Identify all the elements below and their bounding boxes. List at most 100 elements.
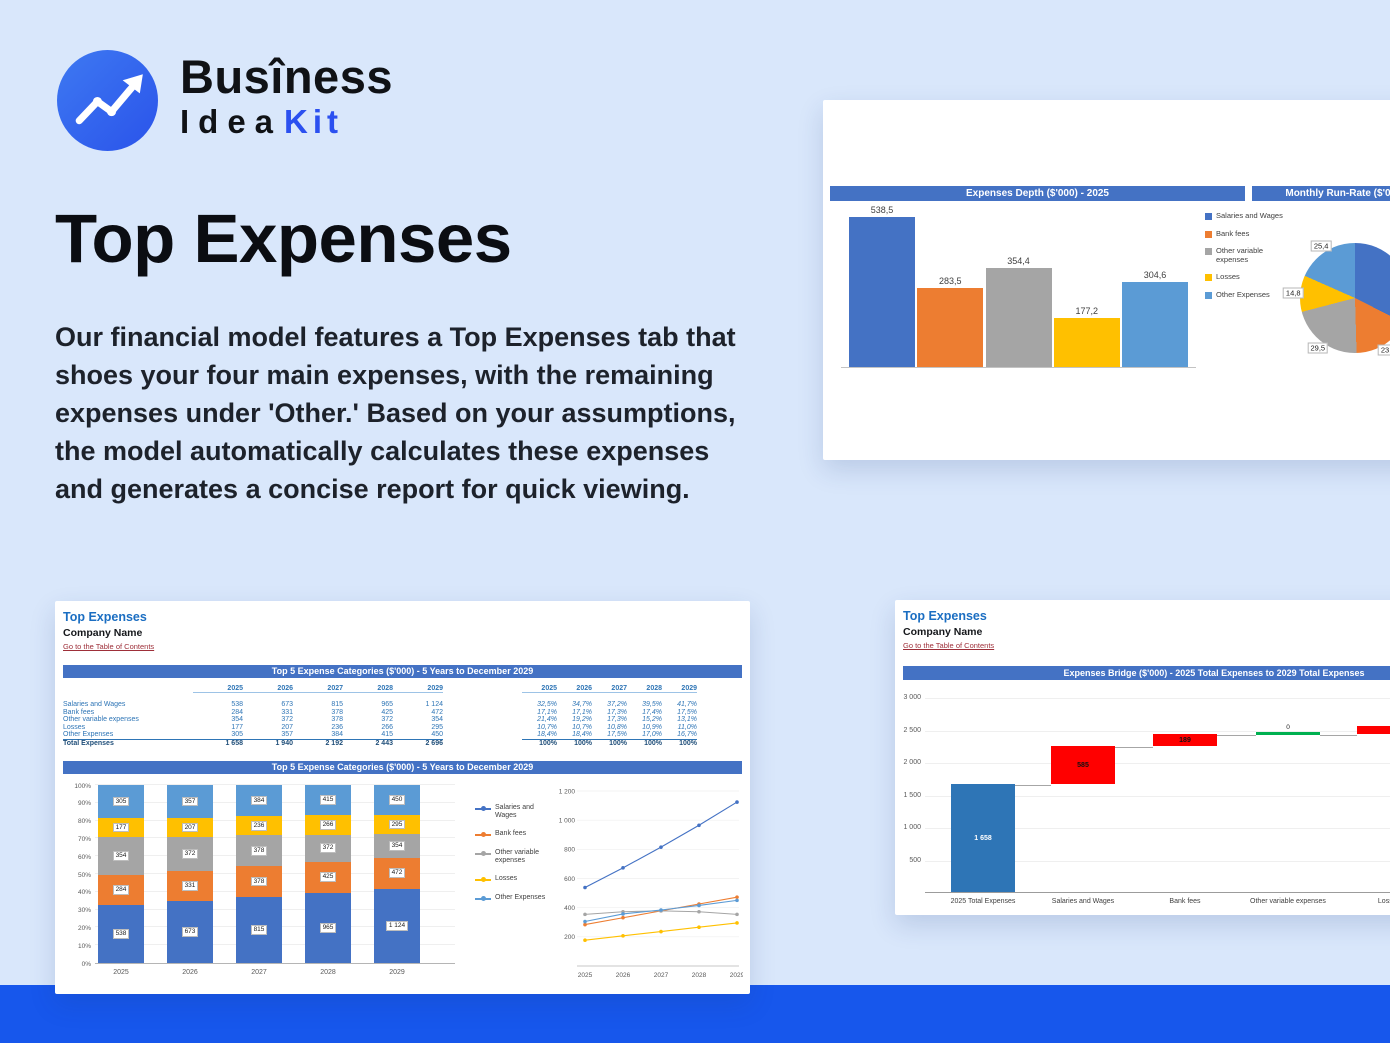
- y-axis-label: 400: [564, 905, 575, 912]
- bar-segment: 357: [167, 785, 213, 818]
- legend-item: Other Expenses: [1205, 290, 1293, 300]
- y-axis-label: 500: [909, 856, 921, 864]
- x-axis-label: Other variable expenses: [1250, 898, 1326, 905]
- table-of-contents-link[interactable]: Go to the Table of Contents: [63, 642, 155, 651]
- bar: [1122, 282, 1188, 367]
- data-point: [735, 800, 739, 804]
- line-chart: 200 400 600 800 1 000 1 200 2025 2026 2027 2028 20…: [559, 788, 743, 979]
- bar-segment: 815: [236, 896, 282, 963]
- segment-value-label: 207: [181, 822, 199, 833]
- data-point: [735, 912, 739, 917]
- cell-percent: 17,5%: [607, 731, 627, 739]
- legend-swatch-icon: [1205, 291, 1212, 299]
- legend-item: Losses: [1205, 272, 1293, 282]
- row-label: Total Expenses: [63, 739, 193, 747]
- segment-value-label: 305: [112, 796, 130, 807]
- y-axis-label: 100%: [74, 782, 91, 790]
- segment-value-label: 378: [250, 846, 268, 856]
- connector-line: [1217, 734, 1256, 736]
- y-axis-label: 600: [564, 876, 575, 883]
- bar-segment: 305: [98, 785, 144, 818]
- logo-badge: [57, 50, 158, 151]
- cell-percent: 10,8%: [607, 723, 627, 731]
- legend-label: Losses: [495, 875, 518, 882]
- chart-headers-row: Expenses Depth ($'000) - 2025 Monthly Ru…: [830, 186, 1390, 201]
- data-point: [621, 912, 625, 916]
- data-point: [659, 908, 663, 912]
- stacked-bar: 815 378 378 236 384: [236, 785, 282, 963]
- cell-percent: 17,3%: [607, 716, 627, 724]
- y-axis-label: 1 200: [559, 788, 576, 795]
- cell-percent: 17,3%: [607, 708, 627, 716]
- cell-value: 384: [331, 731, 343, 739]
- bridge-bar: [1256, 732, 1320, 735]
- cell-value: 2029: [393, 685, 443, 694]
- bar-segment: 472: [374, 857, 420, 889]
- company-name: Company Name: [903, 626, 983, 638]
- data-point: [583, 885, 587, 890]
- stacked-bar: 965 425 372 266 415: [305, 785, 351, 963]
- table-year-header: 2025 2026 2027 2028 2029 2025 2026 2027 2028 2029: [63, 685, 742, 694]
- table-of-contents-link[interactable]: Go to the Table of Contents: [903, 641, 995, 650]
- y-axis-label: 1 000: [559, 817, 576, 824]
- cell-value: 673: [281, 701, 293, 709]
- cell-percent: 10,7%: [572, 723, 592, 731]
- stacked-bar: 538 284 354 177 305: [98, 785, 144, 963]
- cell-value: 2028: [343, 685, 393, 694]
- legend-label: Losses: [1216, 272, 1240, 281]
- bar-group: 538,5: [849, 205, 915, 367]
- y-axis-label: 20%: [77, 924, 91, 932]
- cell-percent: 2026: [557, 685, 592, 694]
- connector-line: [1320, 734, 1357, 736]
- y-axis-label: 70%: [77, 835, 91, 843]
- y-axis-label: 30%: [77, 907, 91, 915]
- zero-value-label: 0: [1286, 723, 1290, 731]
- cell-value: 284: [231, 708, 243, 716]
- legend-item: Salaries and Wages: [475, 804, 553, 820]
- cell-value: 331: [281, 708, 293, 716]
- series-legend: Salaries and Wages Bank fees Other variabl…: [475, 804, 553, 913]
- bar-segment: 266: [305, 815, 351, 835]
- y-axis-label: 10%: [77, 942, 91, 950]
- line-marker-icon: [475, 831, 491, 839]
- cell-percent: 100%: [522, 739, 557, 747]
- sheet-title: Top Expenses: [903, 609, 987, 623]
- cell-value: 1 658: [193, 739, 243, 747]
- cell-value: 425: [381, 708, 393, 716]
- segment-value-label: 965: [319, 923, 337, 933]
- company-name: Company Name: [63, 627, 143, 639]
- cell-percent: 2027: [592, 685, 627, 694]
- legend-swatch-icon: [1205, 230, 1212, 238]
- stacked-bar: 1 124 472 354 295 450: [374, 785, 420, 963]
- bar-segment: 354: [98, 836, 144, 875]
- cell-value: 305: [231, 731, 243, 739]
- segment-value-label: 415: [319, 795, 337, 805]
- cell-percent: 41,7%: [677, 701, 697, 709]
- bar-segment: 415: [305, 785, 351, 816]
- legend-swatch-icon: [1205, 274, 1212, 281]
- cell-percent: 13,1%: [677, 716, 697, 724]
- legend-label: Other variable expenses: [495, 849, 539, 864]
- stacked-bar: 673 331 372 207 357: [167, 785, 213, 963]
- cell-value: 1 940: [243, 739, 293, 747]
- gridline: [925, 860, 1390, 862]
- cell-percent: 18,4%: [537, 731, 557, 739]
- bridge-bar: [1357, 726, 1390, 734]
- row-label: Bank fees: [63, 708, 95, 716]
- bar-segment: 331: [167, 870, 213, 902]
- depth-chart-legend: Salaries and Wages Bank fees Other variabl…: [1205, 211, 1293, 308]
- data-point: [697, 925, 701, 930]
- bar: [1053, 317, 1120, 367]
- cell-percent: 100%: [592, 739, 627, 747]
- depth-bar-chart: 538,5 283,5 354,4 177,2 304,6: [841, 205, 1196, 368]
- cell-value: 1 124: [425, 701, 443, 709]
- bridge-waterfall-chart: 1 658 585 189 3 000 2 500 2 000 1 500 1 000 500 2…: [895, 688, 1390, 913]
- stacked-plot: 538 284 354 177 305 673 331 372 207 357 815 378 378 2…: [95, 784, 455, 964]
- segment-value-label: 266: [319, 820, 337, 830]
- page-title: Top Expenses: [55, 200, 512, 277]
- bar-segment: 354: [374, 834, 420, 858]
- cell-percent: 17,1%: [572, 708, 592, 716]
- y-axis-label: 90%: [77, 800, 91, 808]
- pie-slice-label: 14,8: [1282, 287, 1304, 299]
- expenses-bridge-card: Top Expenses Company Name Go to the Tabl…: [895, 600, 1390, 915]
